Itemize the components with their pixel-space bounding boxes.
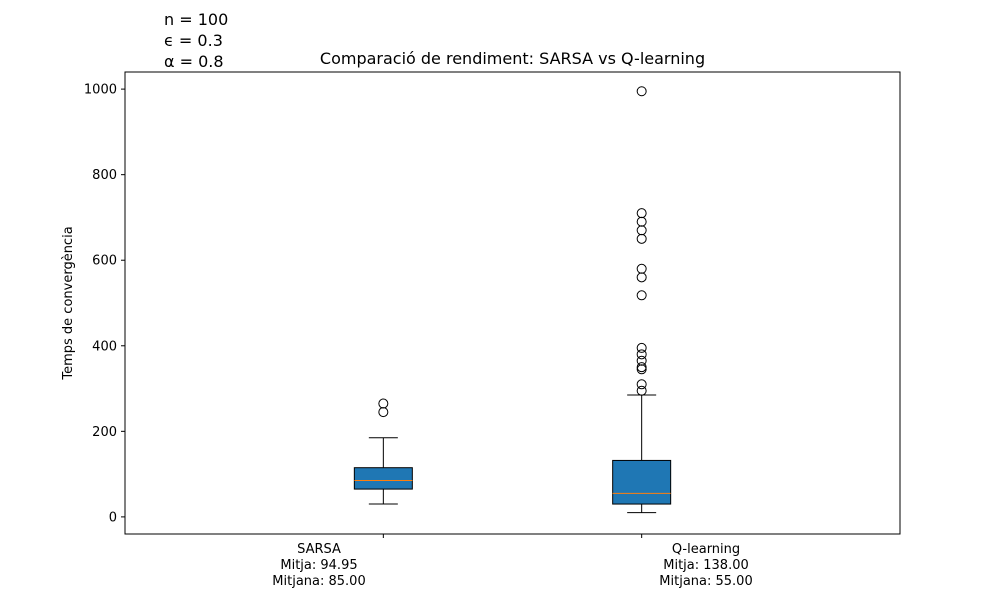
- outlier-point: [636, 86, 647, 97]
- y-axis-label: Temps de convergència: [61, 226, 76, 380]
- plot-area: [125, 72, 900, 534]
- y-tick-label: 200: [92, 425, 117, 440]
- annotation-alpha: α = 0.8: [164, 52, 224, 71]
- category-label-q-learning: Q-learning Mitja: 138.00 Mitjana: 55.00: [606, 542, 806, 590]
- chart-title: Comparació de rendiment: SARSA vs Q-lear…: [320, 49, 705, 68]
- outlier-point: [636, 379, 647, 390]
- y-tick-label: 1000: [84, 83, 117, 98]
- box: [612, 459, 672, 505]
- category-median: Mitjana: 85.00: [272, 574, 366, 589]
- outlier-point: [636, 385, 647, 396]
- outlier-point: [636, 349, 647, 360]
- outlier-point: [378, 398, 389, 409]
- category-mean: Mitja: 138.00: [663, 558, 749, 573]
- annotation-n: n = 100: [164, 10, 229, 29]
- annotation-epsilon: ϵ = 0.3: [164, 31, 223, 50]
- outlier-point: [636, 208, 647, 219]
- outlier-point: [636, 355, 647, 366]
- y-tick-label: 400: [92, 339, 117, 354]
- y-tick-label: 600: [92, 254, 117, 269]
- y-axis: 0 200 400 600 800 1000: [84, 83, 125, 525]
- outlier-point: [636, 342, 647, 353]
- outlier-point: [636, 263, 647, 274]
- category-mean: Mitja: 94.95: [280, 558, 358, 573]
- outlier-point: [636, 362, 647, 373]
- box: [353, 467, 413, 490]
- y-tick-label: 800: [92, 168, 117, 183]
- category-name: SARSA: [297, 542, 341, 557]
- y-tick-label: 0: [109, 510, 117, 525]
- category-name: Q-learning: [671, 542, 741, 557]
- category-median: Mitjana: 55.00: [659, 574, 753, 589]
- plot-frame: [124, 71, 901, 535]
- outlier-point: [636, 290, 647, 301]
- category-label-sarsa: SARSA Mitja: 94.95 Mitjana: 85.00: [219, 542, 419, 590]
